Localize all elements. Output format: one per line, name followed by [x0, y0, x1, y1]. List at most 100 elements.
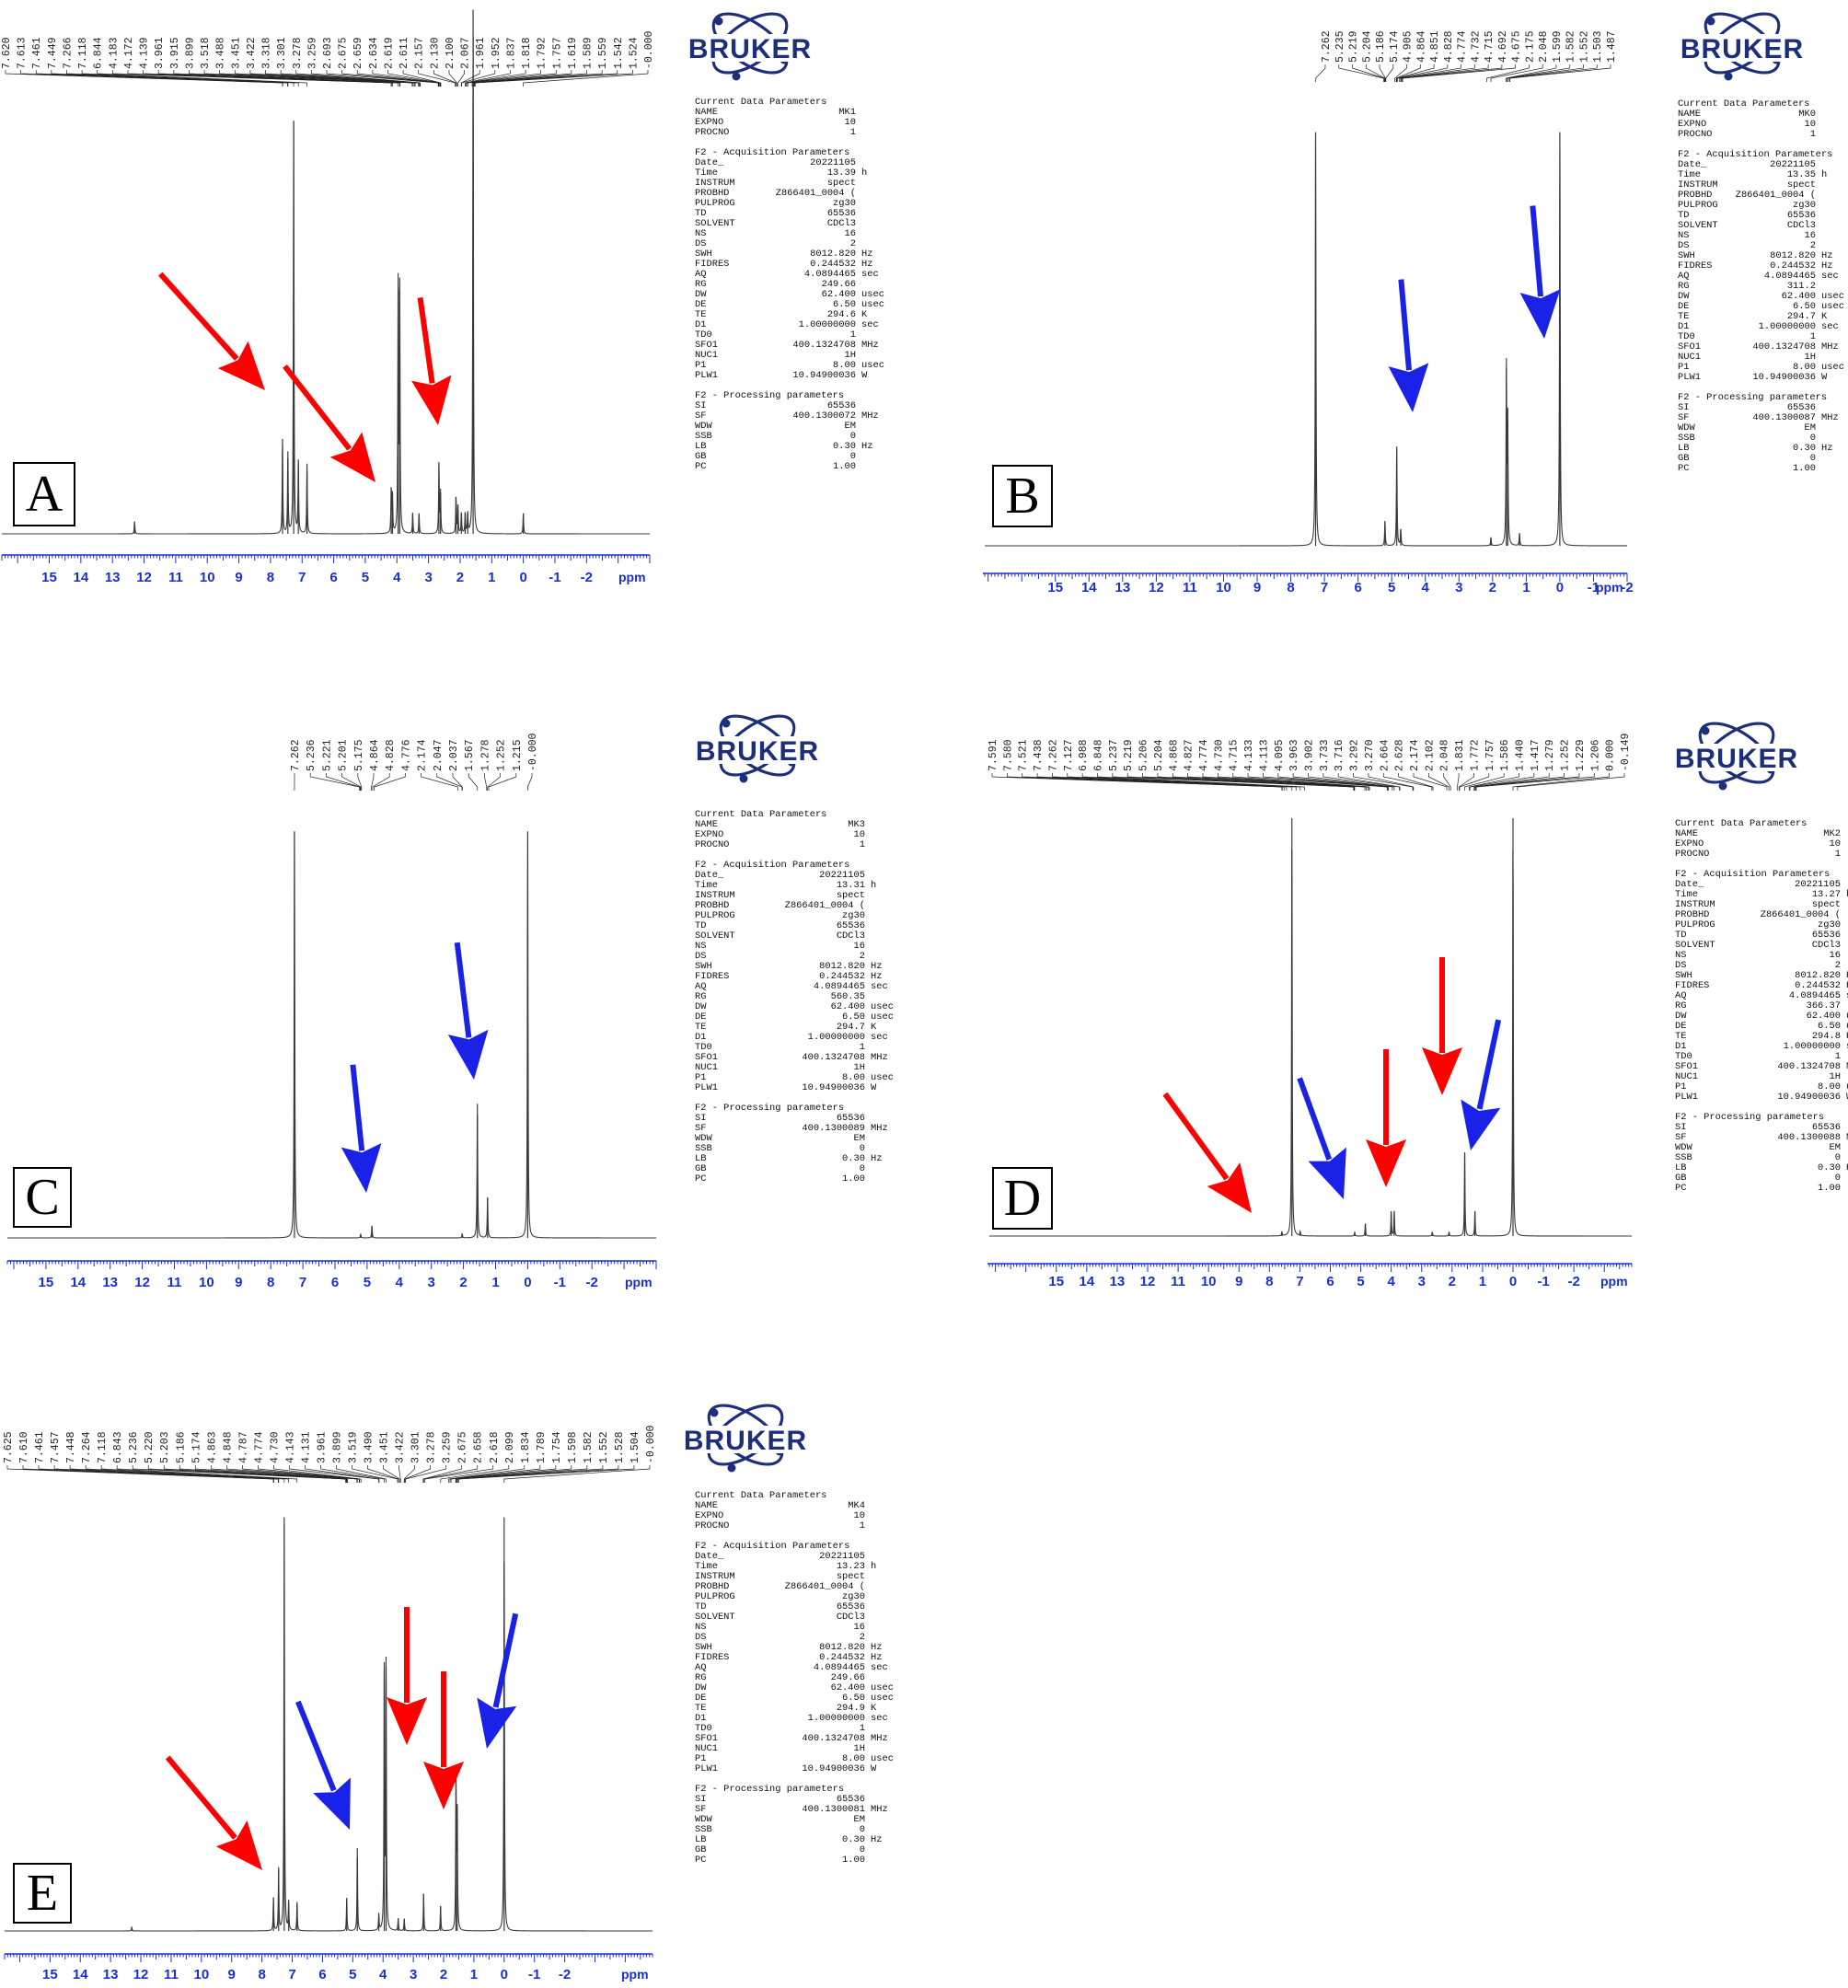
param-value: 400.1324708: [1752, 341, 1816, 353]
peak-label: 3.451: [379, 1431, 391, 1463]
param-row: PROCNO 1: [695, 1521, 865, 1531]
param-row: SOLVENT CDCl3: [695, 219, 856, 229]
param-row: NAME MK0: [1678, 110, 1816, 120]
acquisition-parameters: Current Data Parameters NAME MK1 EXPNO 10 PRO…: [695, 98, 884, 472]
peak-leader: [457, 1465, 619, 1483]
param-row: SF 400.1300088 MHz: [1675, 1133, 1848, 1143]
peak-label: 5.220: [144, 1431, 156, 1463]
param-key: Time: [695, 168, 718, 179]
param-value: 13.23: [836, 1561, 865, 1572]
peak-leader: [81, 70, 299, 87]
param-key: SWH: [695, 961, 712, 972]
param-row: TE 294.7 K: [1678, 311, 1827, 322]
param-key: SFO1: [1675, 1061, 1698, 1072]
param-value: 0.30: [1818, 1162, 1841, 1173]
param-row: GB 0: [1675, 1173, 1841, 1184]
bruker-logo: BRUKER: [692, 714, 823, 783]
peak-leader: [309, 773, 361, 791]
peak-label: 1.792: [537, 37, 549, 69]
param-key: AQ: [695, 981, 707, 992]
param-key: SSB: [695, 1824, 712, 1835]
spectrum-trace: [7, 832, 656, 1239]
x-tick-label: 4: [396, 1275, 404, 1290]
peak-leader: [225, 1465, 358, 1483]
x-tick-label: 0: [524, 1275, 531, 1290]
peak-leader: [1508, 64, 1598, 82]
peak-leader: [450, 1465, 557, 1483]
param-value: 8.00: [842, 1753, 865, 1764]
peak-leader: [1474, 773, 1565, 791]
param-value: 1H: [1829, 1071, 1841, 1082]
peak-leader: [265, 70, 420, 87]
param-key: GB: [695, 1844, 707, 1855]
x-tick-label: 15: [41, 570, 57, 585]
param-row: EXPNO 10: [1675, 839, 1841, 850]
param-value: MK0: [1798, 109, 1816, 120]
blue-arrow: [341, 1064, 382, 1193]
peak-label: 5.236: [306, 739, 318, 771]
param-key: DE: [695, 1011, 707, 1023]
peak-label: 4.139: [139, 37, 151, 69]
param-key: PROCNO: [695, 839, 730, 850]
peak-label: 7.262: [1321, 30, 1333, 63]
param-key: PROBHD: [695, 1581, 730, 1592]
param-key: SWH: [695, 248, 712, 260]
param-value: spect: [1811, 899, 1841, 910]
param-key: SI: [695, 1794, 707, 1805]
peak-leader: [1400, 64, 1475, 82]
param-row: SSB 0: [1678, 433, 1816, 444]
spectrum-trace: [2, 35, 650, 535]
param-key: PROCNO: [695, 1520, 730, 1531]
peak-label: 4.851: [1429, 30, 1441, 63]
param-value: 2: [849, 238, 856, 249]
param-row: INSTRUM spect: [1678, 180, 1816, 191]
param-key: NAME: [695, 1500, 718, 1511]
peak-leader: [1402, 64, 1503, 82]
peak-label: 1.599: [1552, 30, 1564, 63]
param-key: TD: [695, 920, 707, 931]
peak-label: 4.715: [1484, 30, 1496, 63]
peak-label: 7.262: [290, 739, 302, 771]
peak-label: 3.899: [184, 37, 196, 69]
x-tick-label: 9: [1253, 580, 1261, 595]
peak-leader: [1473, 773, 1550, 791]
param-row: Date_ 20221105: [1675, 880, 1841, 890]
param-row: TD0 1: [1678, 332, 1816, 342]
x-tick-label: 4: [393, 570, 401, 585]
spectrum-trace: [985, 138, 1627, 547]
param-key: PROCNO: [1678, 129, 1713, 140]
x-tick-label: 5: [1357, 1274, 1364, 1289]
param-key: EXPNO: [695, 117, 724, 128]
peak-label: 7.461: [31, 37, 43, 69]
peak-leader: [326, 70, 439, 87]
param-value: 20221105: [1795, 879, 1841, 890]
param-value: 1.00000000: [807, 1032, 865, 1043]
param-row: PC 1.00: [695, 1855, 865, 1866]
param-value: 10.94900036: [802, 1082, 865, 1093]
param-key: GB: [695, 1163, 707, 1174]
param-key: EXPNO: [695, 1510, 724, 1521]
peak-leader: [189, 70, 401, 87]
peak-leader: [1036, 773, 1288, 791]
peak-label: 6.988: [1078, 739, 1090, 771]
peak-leader: [402, 70, 442, 87]
x-tick-label: 0: [1509, 1274, 1517, 1289]
x-tick-label: 8: [267, 570, 274, 585]
param-unit: W: [861, 370, 868, 381]
peak-leader: [179, 1465, 348, 1483]
param-key: WDW: [695, 1133, 712, 1144]
param-value: 294.7: [1786, 311, 1816, 322]
x-tick-label: 8: [267, 1275, 274, 1290]
param-key: NUC1: [1675, 1071, 1698, 1082]
param-value: 65536: [836, 920, 865, 931]
param-row: DS 2: [695, 1633, 865, 1643]
param-row: Date_ 20221105: [695, 158, 856, 168]
peak-label: 4.732: [1470, 30, 1482, 63]
param-unit: Hz: [871, 961, 883, 972]
param-unit: MHz: [871, 1052, 888, 1063]
param-section-title: F2 - Processing parameters: [1678, 392, 1828, 403]
param-value: 62.400: [1806, 1011, 1841, 1022]
param-value: 249.66: [830, 1672, 865, 1683]
param-key: FIDRES: [1678, 260, 1713, 272]
peak-label: 1.831: [1454, 739, 1466, 771]
